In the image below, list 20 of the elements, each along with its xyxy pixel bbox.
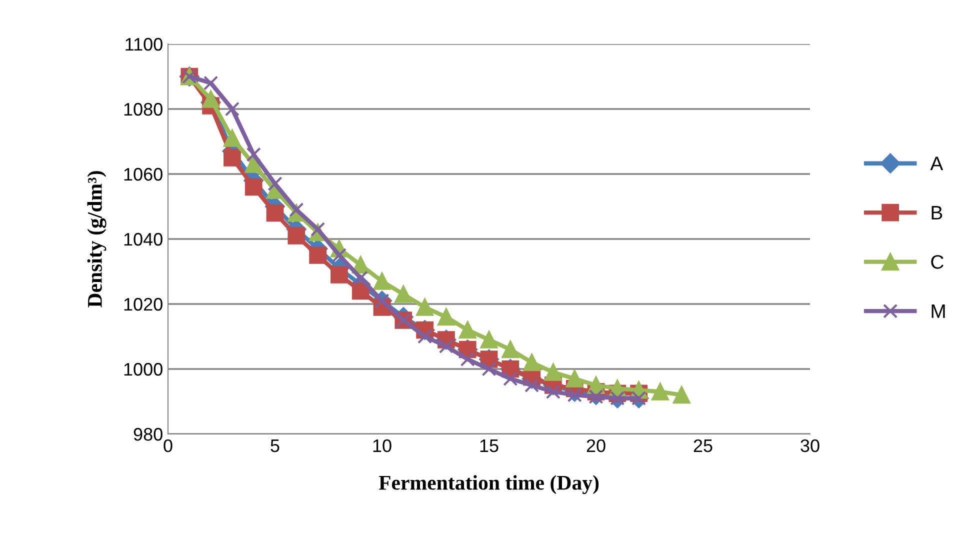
y-tick-label: 1000 [124, 362, 162, 376]
y-tick-label: 1020 [124, 298, 162, 311]
legend-label: M [932, 304, 945, 318]
y-tick-label: 1040 [124, 232, 162, 246]
x-tick-label: 5 [270, 440, 280, 452]
x-tick-label: 10 [373, 439, 392, 452]
y-tick-label: 1060 [124, 168, 162, 181]
legend-label: A [930, 156, 944, 170]
legend-label: C [931, 255, 944, 269]
y-tick-label: 980 [134, 428, 162, 441]
x-tick-label: 15 [480, 440, 498, 452]
y-axis-title: Density (g/dm³) [87, 171, 106, 308]
x-axis-title: Fermentation time (Day) [378, 475, 599, 494]
legend-label: B [932, 206, 942, 220]
x-tick-label: 0 [164, 439, 172, 452]
x-tick-label: 30 [800, 439, 820, 452]
x-tick-label: 25 [694, 439, 712, 452]
y-tick-label: 1100 [126, 38, 162, 51]
x-tick-label: 20 [586, 439, 606, 452]
y-tick-label: 1080 [124, 102, 162, 116]
